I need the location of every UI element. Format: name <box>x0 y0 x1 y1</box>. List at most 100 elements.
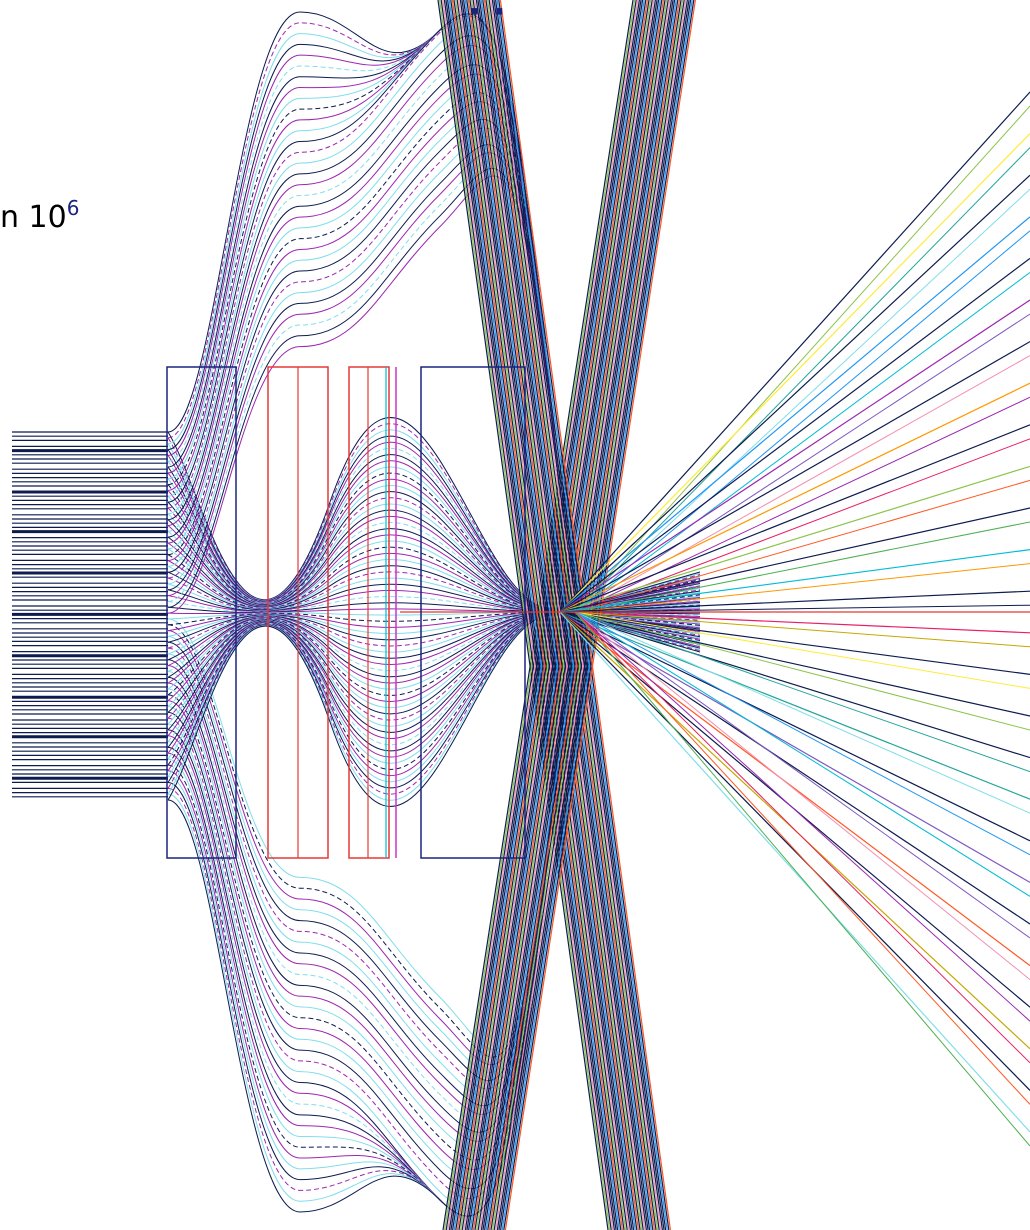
ray-path <box>167 528 701 630</box>
crossing-ray <box>458 0 630 1230</box>
envelope-ray-path <box>167 618 571 1050</box>
ray-path <box>167 466 701 643</box>
output-ray <box>574 611 1030 689</box>
crossing-ray <box>459 0 631 1230</box>
envelope-ray-path <box>167 13 571 601</box>
output-ray <box>574 611 1030 856</box>
output-ray <box>559 133 1030 613</box>
ray-path <box>167 575 701 789</box>
output-ray <box>559 257 1030 613</box>
output-ray <box>559 611 1030 759</box>
output-ray <box>559 611 1030 925</box>
output-ray <box>574 611 1030 773</box>
output-ray <box>559 299 1030 613</box>
crossing-ray <box>450 0 622 1230</box>
ray-path <box>167 571 701 621</box>
ray-path <box>167 607 701 637</box>
ray-path <box>167 574 701 795</box>
ray-path <box>167 576 701 783</box>
output-ray <box>559 549 1030 613</box>
output-ray <box>559 611 1030 800</box>
output-ray <box>559 611 1030 634</box>
ray-path <box>167 582 701 752</box>
title-fragment: · · <box>468 0 506 32</box>
ray-path <box>167 577 701 620</box>
ray-path <box>167 580 701 764</box>
ray-path <box>167 497 701 636</box>
output-ray <box>574 611 1030 1147</box>
element-box-3 <box>348 366 390 859</box>
ray-path <box>167 583 701 619</box>
output-ray <box>559 611 1030 1091</box>
ray-path <box>167 596 701 684</box>
output-ray <box>574 611 1030 648</box>
crossing-ray <box>504 0 696 1230</box>
ray-path <box>167 610 701 620</box>
output-ray <box>574 563 1030 613</box>
envelope-ray-path <box>167 13 571 601</box>
output-ray <box>559 465 1030 613</box>
crossing-ray <box>464 0 636 1230</box>
ray-path <box>167 491 701 638</box>
output-ray <box>559 590 1030 613</box>
element-box-1 <box>166 366 237 859</box>
crossing-ray <box>467 0 639 1230</box>
ray-path <box>167 417 701 653</box>
crossing-ray <box>472 0 644 1230</box>
ray-path <box>167 571 701 807</box>
output-ray <box>574 188 1030 613</box>
ray-path <box>167 534 701 629</box>
optical-elements <box>166 366 526 859</box>
ray-path <box>167 608 701 632</box>
ray-path <box>167 423 701 652</box>
ray-path <box>167 521 701 631</box>
ray-path <box>167 581 701 758</box>
ray-path <box>167 590 701 715</box>
ray-path <box>167 595 701 690</box>
output-ray <box>574 611 1030 731</box>
element-box-5 <box>420 366 526 859</box>
envelope-ray-path <box>167 623 571 1190</box>
crossing-ray <box>466 0 638 1230</box>
crossing-ray <box>448 0 620 1230</box>
crossing-ray <box>493 0 685 1230</box>
output-ray-fan <box>400 91 1030 1147</box>
ray-path <box>167 559 701 624</box>
ray-path <box>167 454 701 645</box>
ray-path <box>167 605 701 643</box>
envelope-ray-path <box>167 13 571 601</box>
ray-path <box>167 540 701 628</box>
crossing-ray <box>442 0 614 1230</box>
ray-path <box>167 591 701 709</box>
output-ray <box>559 611 1030 967</box>
crossing-ray <box>474 0 646 1230</box>
output-ray <box>559 174 1030 613</box>
crossing-ray <box>501 0 693 1230</box>
ray-path <box>167 478 701 640</box>
ray-path <box>167 593 701 703</box>
output-ray <box>559 424 1030 613</box>
ray-path <box>167 553 701 625</box>
ray-path <box>167 585 701 740</box>
ray-path <box>167 589 701 617</box>
crossing-ray <box>503 0 695 1230</box>
ray-path <box>167 604 701 649</box>
ray-path <box>167 609 701 626</box>
caption-text: n 106 <box>0 196 79 235</box>
output-ray <box>559 341 1030 613</box>
ray-path <box>167 596 701 616</box>
crossing-ray <box>471 0 643 1230</box>
crossing-ray <box>440 0 612 1230</box>
output-ray <box>574 611 1030 1022</box>
output-ray <box>574 230 1030 613</box>
caption-main: n 10 <box>0 200 67 235</box>
output-ray <box>574 611 1030 897</box>
input-beam-bars <box>12 431 168 798</box>
ray-path <box>167 565 701 623</box>
ray-path <box>167 602 701 615</box>
output-ray <box>559 507 1030 613</box>
crossing-ray <box>445 0 617 1230</box>
output-ray <box>574 147 1030 613</box>
output-ray <box>574 611 1030 814</box>
crossing-ray <box>469 0 641 1230</box>
